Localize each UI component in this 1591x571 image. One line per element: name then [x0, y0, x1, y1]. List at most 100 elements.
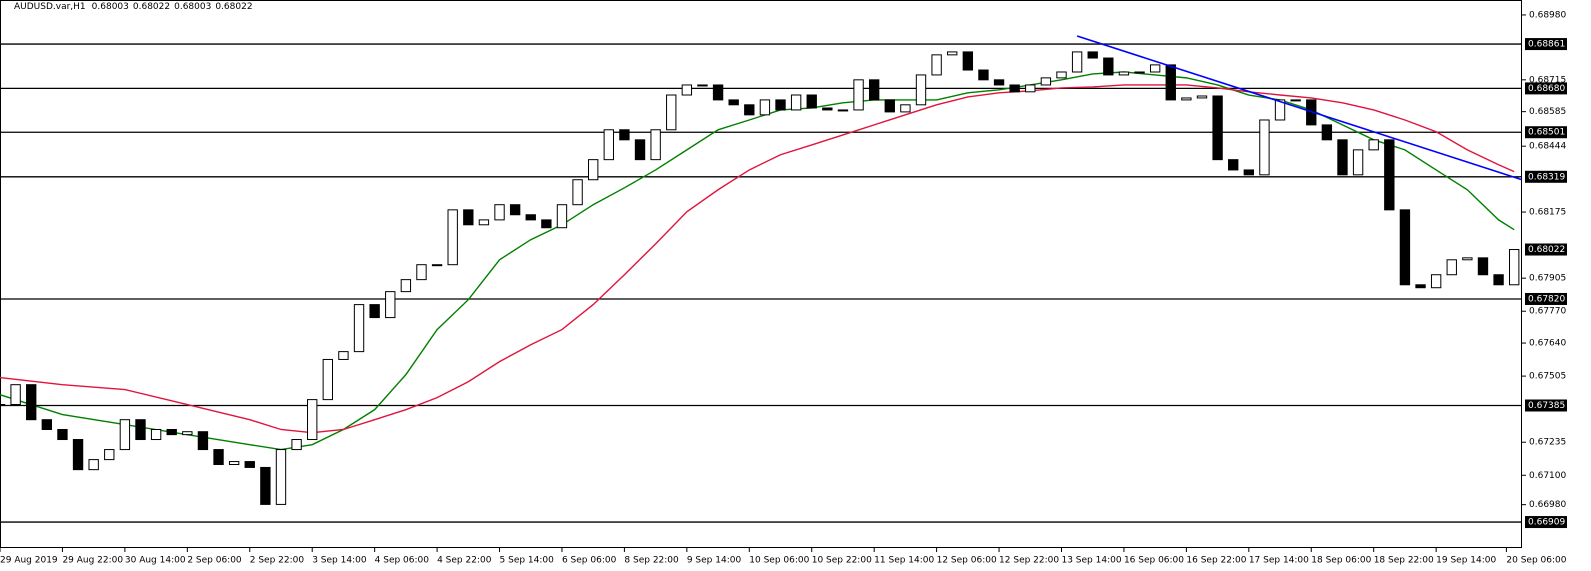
- x-tick-label: 2 Sep 22:00: [250, 556, 305, 566]
- x-tick-label: 4 Sep 22:00: [437, 556, 492, 566]
- y-tick-label: 0.68715: [1529, 75, 1566, 85]
- header: AUDUSD.var,H1 0.68003 0.68022 0.68003 0.6802…: [14, 2, 253, 12]
- level-label-box: [1525, 170, 1567, 183]
- candle: [369, 304, 380, 319]
- candle: [525, 214, 536, 221]
- candle: [1103, 57, 1114, 76]
- y-tick-label: 0.67905: [1529, 274, 1566, 284]
- candle: [150, 428, 162, 441]
- x-tick-label: 5 Sep 14:00: [500, 556, 555, 566]
- header-close: 0.68022: [215, 2, 252, 12]
- candle: [588, 159, 599, 181]
- x-tick-label: 12 Sep 06:00: [937, 556, 997, 566]
- candle: [1228, 159, 1239, 171]
- level-label: 0.67385: [1528, 401, 1565, 411]
- candle: [1165, 64, 1176, 101]
- candle: [915, 74, 927, 106]
- candle: [182, 431, 193, 436]
- candle: [41, 419, 53, 430]
- current-price-label-box: [1525, 243, 1567, 256]
- x-tick-label: 17 Sep 14:00: [1249, 556, 1309, 566]
- x-tick-label: 18 Sep 06:00: [1311, 556, 1371, 566]
- candle: [1181, 97, 1192, 101]
- candle: [1415, 284, 1426, 289]
- candle: [728, 99, 739, 106]
- trend-line: [1076, 35, 1523, 181]
- x-tick-label: 29 Aug 2019: [0, 556, 58, 566]
- candle: [1337, 139, 1348, 176]
- header-low: 0.68003: [174, 2, 211, 12]
- moving-average: [0, 71, 1515, 451]
- candle: [1071, 51, 1083, 73]
- candle: [666, 94, 677, 131]
- y-tick-label: 0.68585: [1529, 107, 1566, 117]
- candle: [307, 399, 318, 441]
- candle: [634, 139, 646, 161]
- candle: [494, 204, 505, 221]
- candle: [1009, 84, 1020, 93]
- y-tick-label: 0.67770: [1529, 307, 1566, 317]
- x-tick-label: 6 Sep 06:00: [562, 556, 617, 566]
- candle: [1321, 124, 1333, 141]
- candle: [1118, 71, 1130, 76]
- y-tick-label: 0.68980: [1529, 10, 1566, 20]
- candle: [947, 51, 958, 56]
- x-tick-label: 3 Sep 14:00: [312, 556, 367, 566]
- x-tick-label: 9 Sep 14:00: [687, 556, 742, 566]
- candle: [1212, 95, 1223, 161]
- x-tick-label: 19 Sep 14:00: [1436, 556, 1496, 566]
- candle: [1274, 99, 1286, 121]
- candle: [385, 291, 396, 319]
- candle: [353, 304, 365, 353]
- candle: [1040, 77, 1052, 86]
- candle: [463, 209, 474, 226]
- candle: [400, 279, 412, 293]
- candle: [712, 84, 724, 101]
- moving-average: [0, 84, 1515, 434]
- candle: [962, 51, 974, 71]
- candle: [541, 219, 552, 229]
- candle: [509, 204, 521, 216]
- candle: [1446, 259, 1457, 276]
- x-tick-label: 20 Sep 06:00: [1506, 556, 1566, 566]
- x-tick-label: 8 Sep 22:00: [624, 556, 679, 566]
- x-tick-label: 13 Sep 14:00: [1061, 556, 1121, 566]
- candle: [291, 439, 302, 451]
- level-label: 0.67820: [1528, 294, 1565, 304]
- level-label-box: [1525, 82, 1567, 95]
- candle: [1056, 71, 1067, 79]
- candle: [228, 461, 240, 466]
- candle: [650, 129, 661, 161]
- y-tick-label: 0.67640: [1529, 339, 1566, 349]
- candle: [1509, 249, 1520, 286]
- level-label-box: [1525, 516, 1567, 529]
- level-label: 0.68680: [1528, 84, 1565, 94]
- x-tick-label: 16 Sep 06:00: [1124, 556, 1184, 566]
- x-tick-label: 18 Sep 22:00: [1374, 556, 1434, 566]
- candle: [244, 461, 255, 468]
- candle: [119, 419, 131, 451]
- candle: [603, 129, 614, 161]
- candle: [447, 209, 458, 266]
- candle: [900, 104, 911, 113]
- candle: [72, 439, 84, 471]
- candle: [322, 358, 333, 401]
- candle: [0, 404, 6, 407]
- candle: [197, 431, 209, 451]
- candle: [775, 99, 786, 111]
- candle: [837, 109, 849, 112]
- x-tick-label: 12 Sep 22:00: [999, 556, 1059, 566]
- candle: [338, 351, 349, 360]
- level-label-box: [1525, 292, 1567, 305]
- candle: [1384, 139, 1395, 211]
- candle: [993, 79, 1005, 86]
- candle: [1430, 274, 1442, 289]
- candle: [822, 107, 833, 111]
- x-tick-label: 30 Aug 14:00: [125, 556, 186, 566]
- candle: [1087, 51, 1098, 59]
- candle: [135, 419, 146, 441]
- candle: [275, 449, 287, 505]
- candle: [697, 84, 708, 87]
- candle: [1368, 139, 1379, 151]
- candle: [26, 384, 37, 421]
